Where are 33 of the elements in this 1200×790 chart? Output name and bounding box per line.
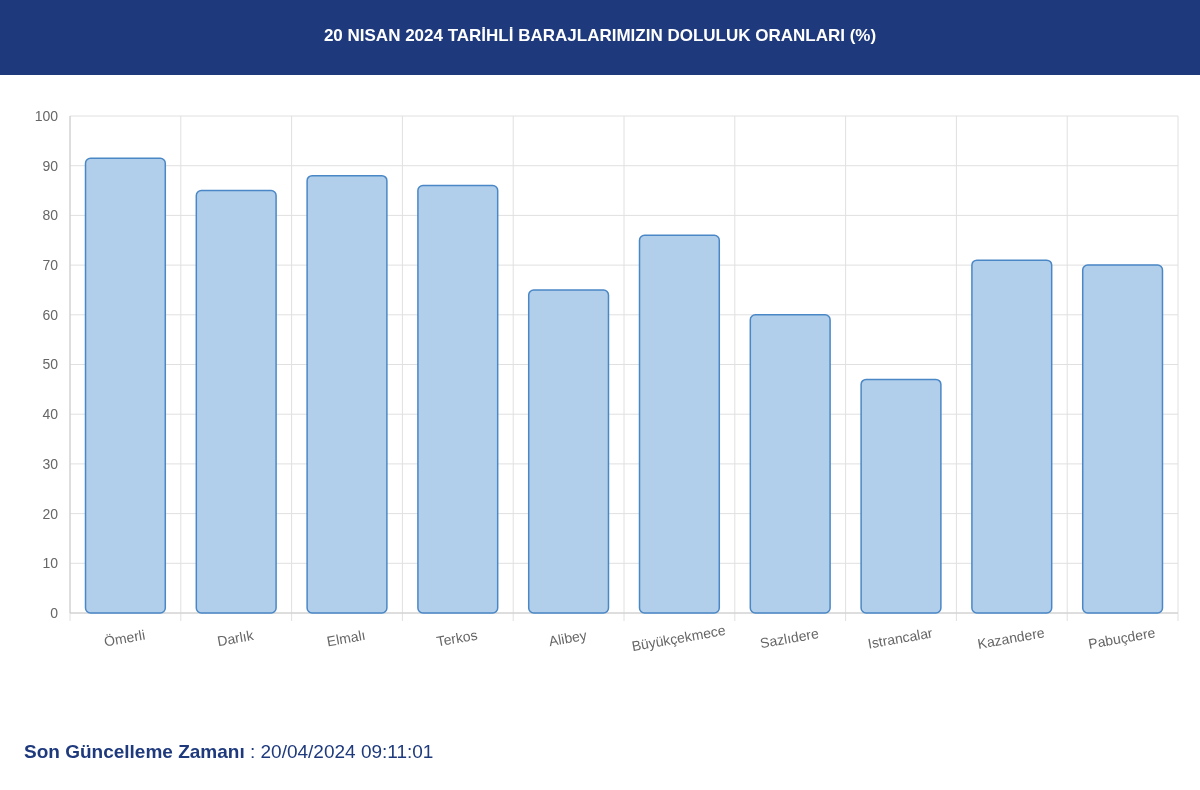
y-tick-label: 20 <box>42 505 59 522</box>
bar <box>1081 264 1164 614</box>
y-tick-label: 60 <box>42 306 59 323</box>
y-tick-label: 50 <box>42 356 59 373</box>
x-tick-label: Sazlıdere <box>758 625 821 652</box>
text: Son Güncelleme Zamanı : 20/04/2024 09:11:01 <box>24 741 434 762</box>
chart-title: 20 NISAN 2024 TARİHLİ BARAJLARIMIZIN DOLULUK ORANLARI (%) <box>323 26 877 45</box>
bar <box>971 259 1053 614</box>
bar <box>417 184 499 614</box>
bar <box>860 378 942 614</box>
y-tick-label: 80 <box>42 207 59 224</box>
bar <box>749 314 831 614</box>
y-tick-label: 30 <box>42 455 59 472</box>
x-tick-label: Büyükçekmece <box>630 621 727 655</box>
y-tick-label: 100 <box>34 107 59 124</box>
x-tick-label: Ömerli <box>102 625 147 650</box>
x-tick-label: Darlık <box>215 626 256 650</box>
x-tick-label: Istrancalar <box>866 624 935 652</box>
x-tick-label: Terkos <box>435 626 479 650</box>
bar <box>527 289 610 614</box>
x-tick-label: Alibey <box>547 626 588 650</box>
bar <box>306 174 388 614</box>
y-tick-label: 90 <box>42 157 59 174</box>
x-tick-label: Kazandere <box>976 624 1046 652</box>
bar <box>84 157 167 614</box>
bar <box>195 189 277 614</box>
y-tick-label: 40 <box>42 406 59 423</box>
y-tick-label: 70 <box>42 257 59 273</box>
x-tick-label: Elmalı <box>325 626 367 650</box>
y-tick-label: 0 <box>50 604 59 621</box>
y-tick-label: 10 <box>42 555 59 572</box>
x-tick-label: Pabuçdere <box>1087 624 1157 652</box>
bar <box>638 234 721 614</box>
